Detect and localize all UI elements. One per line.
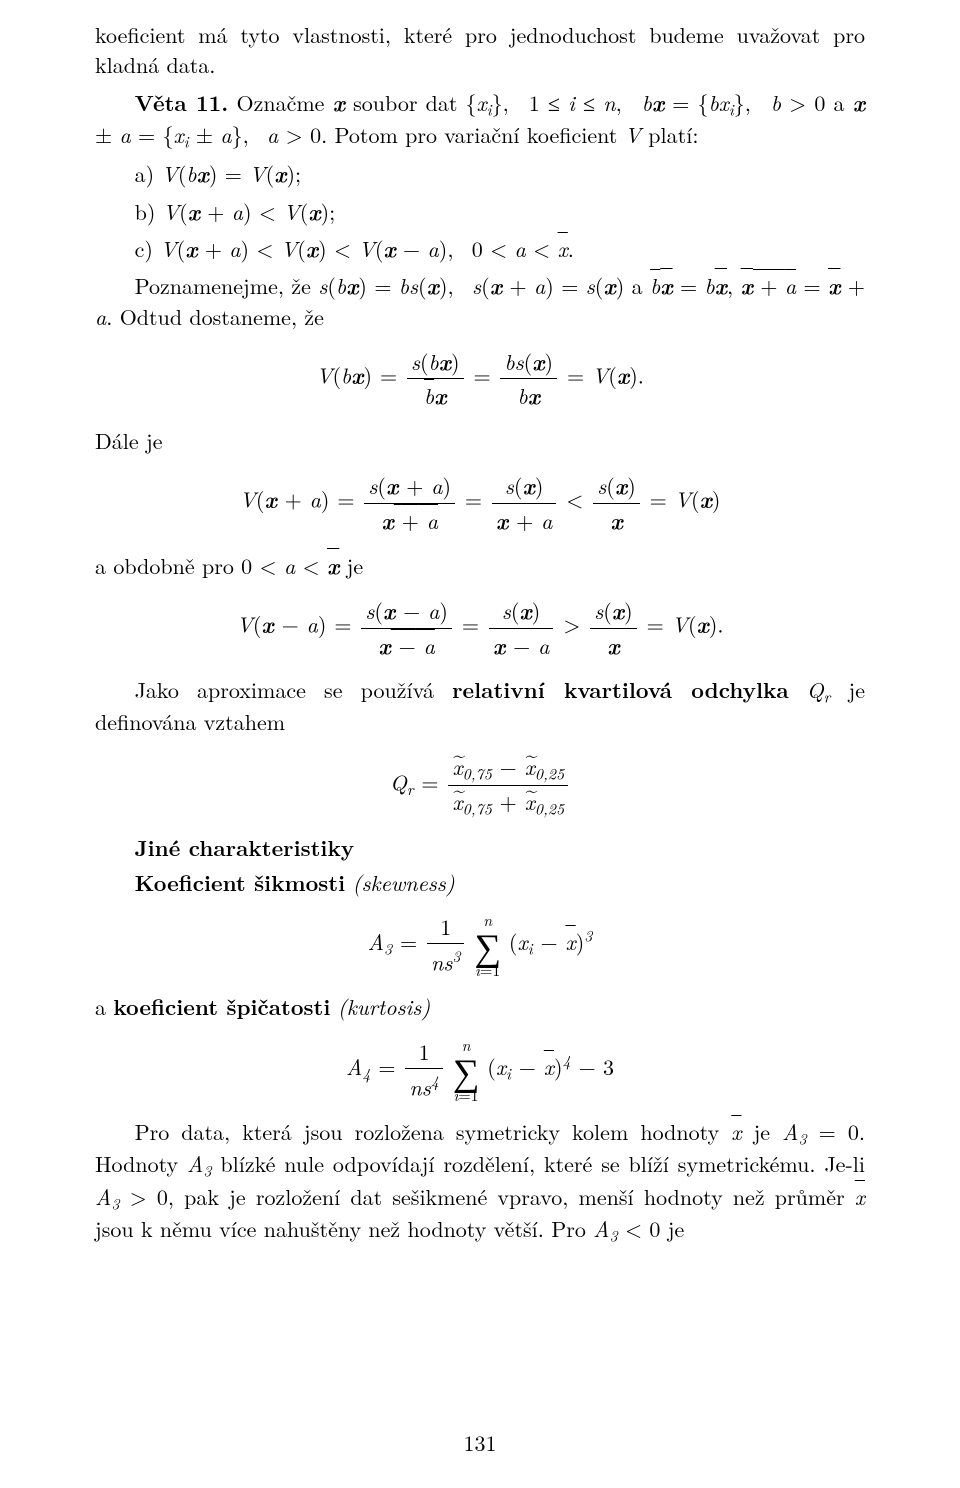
label: b)	[135, 196, 163, 227]
heading-other: Jiné charakteristiky	[95, 833, 865, 863]
text: Jako aproximace se používá	[135, 674, 453, 705]
paragraph-6: Jako aproximace se používá relativní kva…	[95, 675, 865, 738]
label: c)	[135, 233, 161, 264]
equation-qr: Qr = x0,75 − x0,25 x0,75 + x0,25	[95, 752, 865, 820]
paragraph-8: Pro data, která jsou rozložena symetrick…	[95, 1117, 865, 1246]
text: je	[660, 1213, 684, 1244]
paragraph-4: Dále je	[95, 426, 865, 456]
term: Koeficient šikmosti	[135, 867, 346, 898]
text: . Potom pro variační koeficient	[321, 119, 625, 150]
text: . Odtud dostaneme, že	[106, 301, 324, 332]
paragraph-1: koeficient má tyto vlastnosti, které pro…	[95, 20, 865, 81]
equation-a4: A4 = 1ns4 n∑i=1 (xi − x)4 − 3	[95, 1037, 865, 1103]
list-item-c: c) V(x + a) < V(x) < V(x − a), 0 < a < x…	[95, 233, 865, 264]
text: a	[834, 87, 853, 118]
theorem: Věta 11. Označme x soubor dat {xi}, 1 ≤ …	[95, 87, 865, 153]
page: koeficient má tyto vlastnosti, které pro…	[0, 0, 960, 1488]
label: a)	[135, 158, 162, 189]
text: , pak je rozložení dat sešikmené vpravo,…	[168, 1181, 855, 1212]
text: platí:	[641, 119, 698, 150]
text: je	[339, 550, 363, 581]
equation-3: V(x − a) = s(x − a)x − a = s(x)x − a > s…	[95, 595, 865, 661]
term: koeficient špičatosti	[113, 991, 330, 1022]
equation-1: V(bx) = s(bx)bx = bs(x)bx = V(x).	[95, 346, 865, 412]
text: Označme	[236, 87, 332, 118]
heading-skewness: Koeficient šikmosti ((skewness)skewness)	[95, 868, 865, 898]
text: a	[95, 991, 113, 1022]
equation-2: V(x + a) = s(x + a)x + a = s(x)x + a < s…	[95, 470, 865, 536]
heading-kurtosis: a koeficient špičatosti (kurtosis)	[95, 992, 865, 1022]
text: Pro data, která jsou rozložena symetrick…	[135, 1116, 732, 1147]
text: je	[742, 1116, 783, 1147]
paragraph-3: Poznamenejme, že s(bx) = bs(x), s(x + a)…	[95, 270, 865, 332]
paragraph-5: a obdobně pro 0 < a < x je	[95, 550, 865, 581]
text: Poznamenejme, že	[135, 270, 319, 301]
text: jsou k němu více nahuštěny než hodnoty v…	[95, 1213, 593, 1244]
list-item-b: b) V(x + a) < V(x);	[95, 196, 865, 227]
text: a obdobně pro	[95, 550, 241, 581]
term: relativní kvartilová odchylka	[452, 674, 789, 705]
text: soubor dat	[345, 87, 466, 118]
text: blízké nule odpovídají rozdělení, které …	[212, 1148, 866, 1179]
theorem-label: Věta 11.	[135, 87, 229, 118]
page-number: 131	[0, 1428, 960, 1458]
equation-a3: A3 = 1ns3 n∑i=1 (xi − x)3	[95, 912, 865, 978]
text: a	[624, 270, 650, 301]
list-item-a: a) V(bx) = V(x);	[95, 158, 865, 189]
